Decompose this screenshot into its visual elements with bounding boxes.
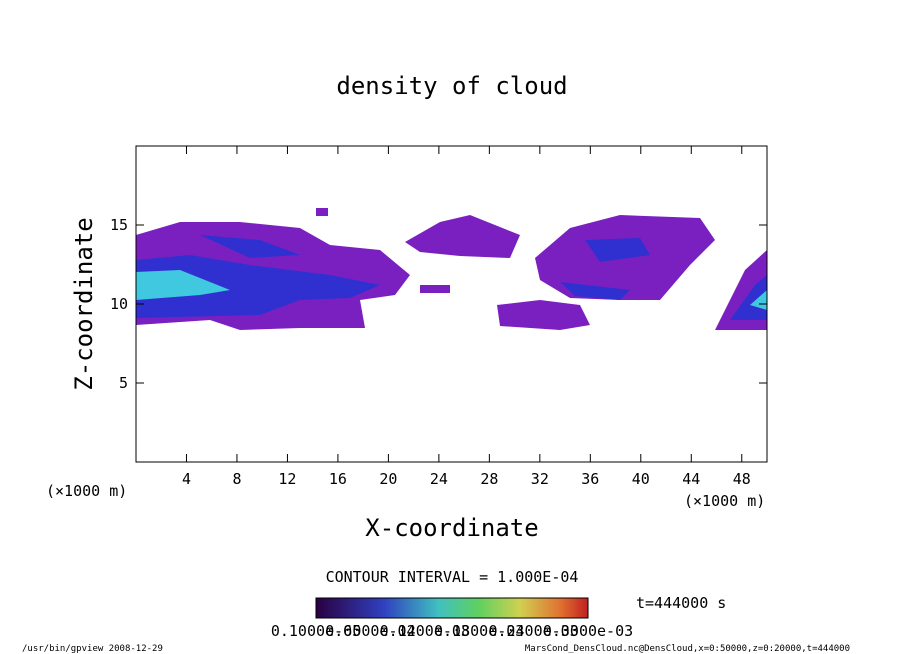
x-tick-label: 24 [430, 470, 448, 488]
x-tick-label: 28 [480, 470, 498, 488]
colorbar [315, 597, 589, 619]
colorbar-label: 0.2400e-03 [488, 622, 578, 640]
x-tick-label: 32 [531, 470, 549, 488]
x-unit-label: (×1000 m) [684, 492, 765, 510]
x-unit-label: (×1000 m) [46, 482, 127, 500]
x-tick-label: 40 [632, 470, 650, 488]
x-tick-label: 4 [182, 470, 191, 488]
footer-right: MarsCond_DensCloud.nc@DensCloud,x=0:5000… [525, 644, 850, 654]
x-tick-label: 20 [379, 470, 397, 488]
colorbar-label: 0.1800e-03 [434, 622, 524, 640]
y-tick-label: 5 [119, 374, 128, 392]
time-label: t=444000 s [636, 594, 726, 612]
y-tick-label: 10 [110, 295, 128, 313]
x-axis-title: X-coordinate [365, 514, 538, 542]
contour-interval: CONTOUR INTERVAL = 1.000E-04 [326, 568, 579, 586]
colorbar-label: 0.1000e-05 [271, 622, 361, 640]
x-tick-label: 36 [581, 470, 599, 488]
y-tick-label: 15 [110, 216, 128, 234]
x-tick-label: 12 [278, 470, 296, 488]
x-tick-label: 44 [682, 470, 700, 488]
x-tick-label: 16 [329, 470, 347, 488]
x-tick-label: 48 [733, 470, 751, 488]
x-tick-label: 8 [232, 470, 241, 488]
colorbar-label: 0.6000e-04 [325, 622, 415, 640]
y-axis-title: Z-coordinate [70, 217, 98, 390]
footer-left: /usr/bin/gpview 2008-12-29 [22, 644, 163, 654]
colorbar-label: 0.1200e-03 [380, 622, 470, 640]
chart-title: density of cloud [336, 72, 567, 100]
cloud-field [136, 208, 767, 330]
colorbar-label: 0.3000e-03 [543, 622, 633, 640]
